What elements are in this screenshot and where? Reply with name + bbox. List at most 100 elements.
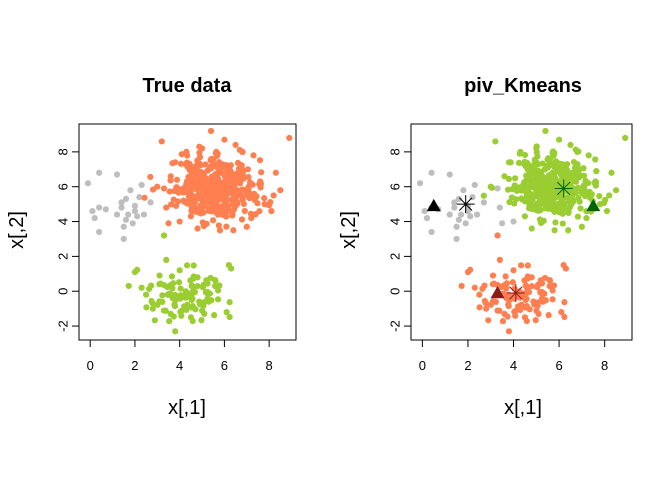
data-point (190, 199, 197, 206)
data-point (480, 192, 487, 199)
data-point (200, 209, 207, 216)
data-point (228, 265, 235, 272)
data-point (532, 317, 539, 324)
data-point (266, 202, 273, 209)
plot-area: 0 2 4 6 8 -2 0 2 4 6 8 (56, 123, 297, 373)
data-point (120, 235, 127, 243)
data-point (511, 308, 518, 315)
data-point (548, 175, 555, 183)
data-point (455, 195, 462, 203)
data-point (230, 227, 237, 234)
data-point (194, 225, 201, 232)
data-point (147, 173, 154, 181)
y-tick-label: 8 (56, 148, 71, 155)
data-point (494, 185, 501, 192)
data-point (199, 307, 206, 314)
data-point (530, 167, 537, 174)
x-axis-label: x[,1] (504, 397, 542, 419)
data-point (113, 171, 121, 178)
triangle-marker (426, 198, 441, 212)
data-point (226, 299, 233, 306)
data-point (237, 173, 244, 180)
data-point (181, 303, 188, 310)
data-point (527, 183, 534, 190)
asterisk-stroke (509, 286, 523, 300)
data-point (202, 187, 209, 194)
data-point (580, 172, 588, 179)
data-point (216, 181, 223, 188)
data-point (180, 186, 188, 194)
data-point (167, 177, 174, 184)
data-point (170, 196, 177, 203)
data-point (552, 158, 559, 165)
data-point (458, 211, 465, 218)
x-tick-label: 8 (601, 358, 608, 373)
data-point (550, 152, 557, 159)
data-point (89, 207, 96, 215)
data-point (185, 193, 193, 200)
data-point (576, 198, 583, 205)
data-point (423, 214, 431, 222)
data-point (160, 185, 168, 192)
data-point (453, 235, 460, 243)
data-point (252, 211, 259, 218)
data-point (197, 184, 204, 192)
data-point (568, 169, 575, 177)
data-point (125, 211, 132, 218)
data-point (592, 179, 600, 186)
data-point (458, 282, 465, 290)
data-point (534, 176, 541, 183)
data-point (559, 220, 566, 227)
data-point (550, 207, 558, 214)
series-points (458, 232, 570, 335)
data-point (612, 187, 620, 194)
panel-title: piv_Kmeans (464, 75, 582, 97)
data-point (211, 312, 218, 319)
data-point (563, 176, 570, 183)
data-point (566, 199, 574, 206)
data-point (455, 216, 462, 223)
data-point (529, 205, 536, 213)
data-point (277, 187, 284, 194)
y-tick-label: 6 (388, 183, 403, 190)
data-point (131, 202, 139, 209)
data-point (239, 193, 246, 201)
data-point (184, 292, 191, 299)
data-point (138, 284, 145, 291)
data-point (492, 138, 499, 145)
y-tick-label: 2 (56, 253, 71, 260)
data-point (538, 280, 546, 287)
data-point (169, 285, 176, 292)
data-point (489, 298, 497, 305)
data-point (504, 186, 512, 193)
panel-piv-kmeans: piv_Kmeans x[,1] x[,2] 0 2 4 6 8 -2 0 2 4 6 8 (338, 75, 633, 419)
data-point (166, 188, 173, 195)
data-point (257, 180, 264, 187)
data-point (180, 197, 187, 204)
data-point (216, 227, 224, 234)
data-point (523, 317, 530, 325)
data-point (163, 204, 170, 211)
data-point (533, 300, 541, 308)
data-point (113, 211, 121, 218)
data-point (129, 220, 136, 227)
data-point (446, 171, 453, 178)
x-tick-label: 6 (555, 358, 562, 373)
data-point (541, 179, 548, 186)
data-point (476, 304, 483, 311)
data-point (131, 207, 139, 215)
data-point (488, 184, 496, 191)
data-point (558, 196, 565, 203)
data-point (421, 207, 428, 215)
data-point (221, 196, 228, 203)
data-point (522, 304, 529, 311)
data-point (471, 284, 478, 291)
data-point (232, 171, 239, 178)
data-point (561, 313, 568, 321)
data-point (215, 222, 222, 229)
data-point (190, 285, 197, 292)
data-point (510, 267, 517, 274)
data-point (542, 127, 549, 135)
data-point (567, 180, 574, 187)
